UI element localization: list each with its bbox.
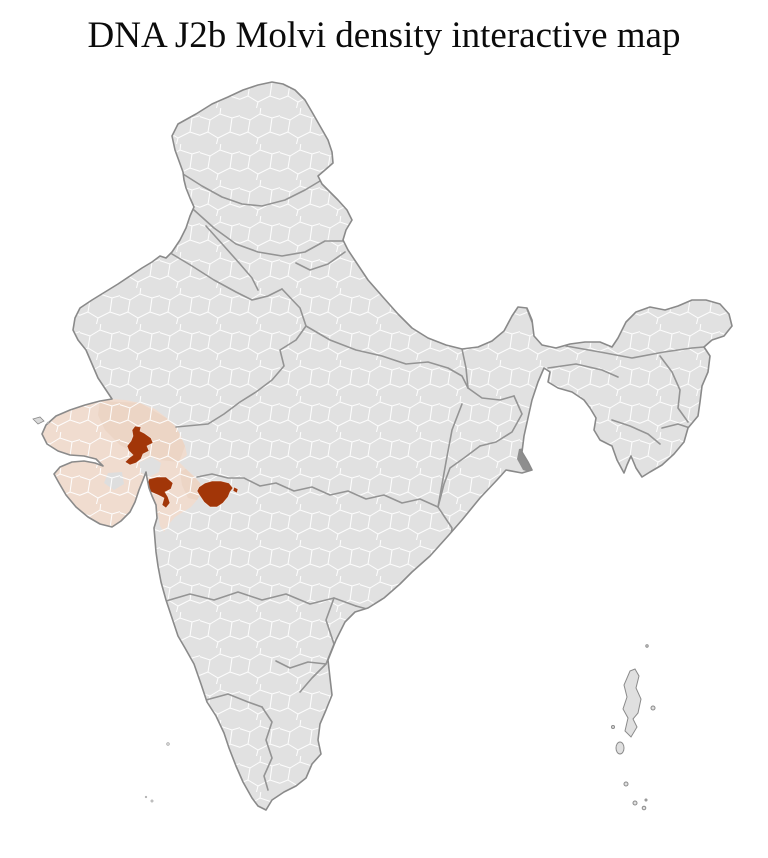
andaman-nicobar-islands[interactable] — [611, 644, 656, 811]
highlighted-district-2[interactable] — [146, 476, 174, 509]
highlighted-district-3-sliver[interactable] — [232, 486, 239, 494]
india-coast-outline — [41, 81, 733, 811]
page-title: DNA J2b Molvi density interactive map — [87, 15, 681, 56]
highlighted-district-3[interactable] — [196, 480, 234, 508]
highlighted-district-1[interactable] — [124, 425, 154, 466]
kutch-islets — [32, 416, 50, 425]
highlighted-districts — [124, 425, 239, 509]
lakshadweep-islands[interactable] — [144, 742, 170, 803]
